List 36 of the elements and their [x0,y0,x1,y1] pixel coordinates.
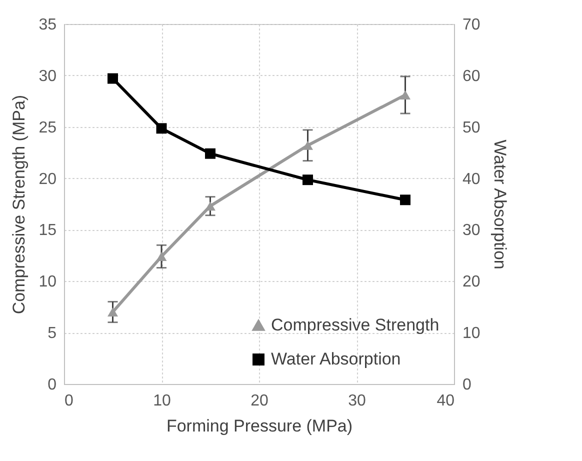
x-axis-title: Forming Pressure (MPa) [166,416,353,436]
y2-tick-label: 10 [462,325,480,342]
y-tick-label: 30 [38,68,57,85]
y-tick-label: 0 [48,376,57,394]
x-tick-label: 40 [436,392,455,410]
y-axis-title: Compressive Strength (MPa) [10,94,29,314]
point [302,174,313,186]
y2-tick-label: 60 [462,68,480,85]
legend-label: Water Absorption [271,350,401,368]
y2-axis-title: Water Absorption [490,140,510,270]
x-tick-label: 30 [348,392,366,410]
point [108,307,118,317]
legend-label: Compressive Strength [271,316,440,334]
x-tick-label: 10 [153,392,171,410]
point [205,202,216,211]
point [302,140,313,150]
y2-tick-label: 70 [462,16,480,34]
y2-tick-label: 40 [462,170,480,188]
x-tick-label: 20 [250,392,268,410]
point [400,194,410,206]
y-tick-label: 20 [38,170,57,188]
point [156,252,167,261]
y-tick-label: 5 [48,325,57,342]
y-tick-label: 25 [38,119,57,136]
y-tick-label: 15 [38,222,57,240]
point [400,90,410,100]
y-tick-label: 35 [38,16,57,34]
point [205,148,216,159]
y2-tick-label: 50 [462,119,480,136]
y2-tick-label: 0 [462,376,472,394]
point [108,73,118,84]
y2-tick-label: 30 [462,222,480,240]
y-tick-label: 10 [38,274,57,291]
x-tick-label: 0 [64,392,74,410]
point [156,123,167,134]
y2-tick-label: 20 [462,274,480,291]
